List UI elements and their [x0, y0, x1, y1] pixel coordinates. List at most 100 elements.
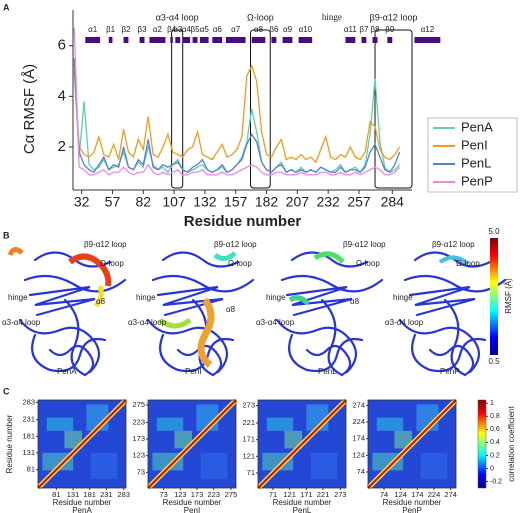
- protein-structure: [275, 251, 384, 377]
- x-axis-title: Residue number: [163, 498, 222, 507]
- x-tick-label: 171: [300, 490, 313, 499]
- ss-label: α9: [283, 25, 293, 34]
- x-tick-label: 284: [381, 194, 405, 210]
- x-tick-label: 131: [67, 490, 80, 499]
- structure-annotation: β9-α12 loop: [214, 240, 257, 249]
- ss-bar: [414, 37, 441, 43]
- y-tick-label: 221: [242, 418, 255, 427]
- x-tick-label: 123: [174, 490, 187, 499]
- region-box: [171, 29, 184, 189]
- y-tick-label: 121: [242, 451, 255, 460]
- rmsf-highlight: [7, 247, 24, 257]
- x-tick-label: 224: [428, 490, 441, 499]
- heatmap-diagonal: [147, 399, 237, 489]
- x-tick-label: 32: [74, 194, 90, 210]
- x-tick-label: 132: [193, 194, 217, 210]
- y-tick-label: 173: [132, 434, 145, 443]
- structure-annotation: α3-α4 loop: [2, 318, 41, 327]
- region-box: [250, 29, 271, 189]
- x-tick-label: 274: [444, 490, 457, 499]
- y-tick-label: 81: [27, 465, 35, 474]
- colorbar-title: correlation coefficient: [507, 406, 516, 482]
- heatmap-frame: [147, 399, 237, 489]
- y-tick-label: 73: [137, 467, 145, 476]
- rmsf-highlight: [158, 317, 192, 329]
- ss-label: β8: [370, 25, 380, 34]
- heatmap-diagonal: [257, 399, 347, 489]
- legend-label: PenP: [461, 173, 493, 188]
- structure-annotation: hinge: [136, 293, 156, 302]
- y-tick-label: 71: [247, 468, 255, 477]
- ss-bar: [175, 37, 181, 43]
- colorbar-tick-label: -0.2: [490, 478, 502, 485]
- x-tick-label: 275: [225, 490, 238, 499]
- ss-label: β4: [167, 25, 177, 34]
- ss-bar: [192, 37, 198, 43]
- y-axis-title: Cα RMSF (Å): [21, 64, 38, 154]
- series-line: [73, 63, 401, 164]
- x-axis-title: Residue number: [184, 213, 302, 230]
- ss-label: α10: [299, 25, 313, 34]
- ss-bar: [149, 37, 166, 43]
- structure-annotation: α8: [350, 297, 360, 306]
- y-tick-label: 274: [352, 400, 365, 409]
- ss-label: α7: [231, 25, 241, 34]
- x-tick-label: 82: [135, 194, 151, 210]
- region-label: Ω-loop: [247, 12, 274, 22]
- heatmap-texture: [90, 452, 118, 480]
- y-tick-label: 123: [132, 451, 145, 460]
- structure-annotation: α8: [96, 297, 106, 306]
- panel-label: B: [3, 230, 10, 240]
- ss-bar: [345, 37, 356, 43]
- structure-name: PenA: [57, 367, 77, 376]
- rmsf-highlight: [197, 297, 215, 368]
- heatmap-texture: [420, 452, 448, 480]
- x-tick-label: 181: [83, 490, 96, 499]
- rmsf-highlight: [213, 251, 237, 261]
- heatmap-texture: [310, 452, 338, 480]
- correlation-colorbar: [477, 399, 487, 489]
- colorbar-tick-label: 0.8: [490, 413, 500, 420]
- x-tick-label: 81: [52, 490, 60, 499]
- x-axis-title: Residue number: [53, 498, 112, 507]
- y-tick-label: 6: [58, 37, 66, 54]
- ss-bar: [139, 37, 145, 43]
- heatmap-frame: [257, 399, 347, 489]
- heatmap-diagonal: [37, 399, 127, 489]
- colorbar-min-label: 0.5: [488, 357, 500, 366]
- x-tick-label: 73: [159, 490, 167, 499]
- ss-label: α12: [421, 25, 435, 34]
- series-line: [73, 70, 401, 174]
- colorbar-tick-label: 0.6: [490, 426, 500, 433]
- y-tick-label: 174: [352, 434, 365, 443]
- colorbar-tick-label: 0: [490, 465, 494, 472]
- y-tick-label: 223: [132, 417, 145, 426]
- colorbar-title: RMSF (Å): [504, 278, 513, 314]
- structure-name: PenL: [318, 367, 337, 376]
- ss-bar: [271, 37, 277, 43]
- x-tick-label: 174: [411, 490, 424, 499]
- structure-annotation: α3-α4 loop: [256, 318, 295, 327]
- rmsf-highlight: [288, 295, 310, 306]
- y-tick-label: 124: [352, 450, 365, 459]
- heatmap-texture: [156, 417, 184, 431]
- legend-box: [427, 117, 518, 193]
- series-line: [73, 27, 401, 176]
- y-tick-label: 131: [22, 448, 35, 457]
- colorbar-max-label: 5.0: [488, 227, 500, 236]
- ss-bar: [182, 37, 191, 43]
- y-tick-label: 224: [352, 417, 365, 426]
- structure-name: PenP: [440, 367, 460, 376]
- panel-label: C: [3, 386, 10, 396]
- x-tick-label: 257: [347, 194, 371, 210]
- heatmap-texture: [174, 430, 192, 449]
- ss-label: β5: [191, 25, 201, 34]
- heatmap-title: PenA: [72, 506, 92, 513]
- x-tick-label: 173: [191, 490, 204, 499]
- ss-label: α4: [182, 25, 192, 34]
- heatmap-texture: [394, 430, 412, 449]
- annotation-label: hinge: [322, 12, 342, 22]
- structure-annotation: α3-α4 loop: [128, 318, 167, 327]
